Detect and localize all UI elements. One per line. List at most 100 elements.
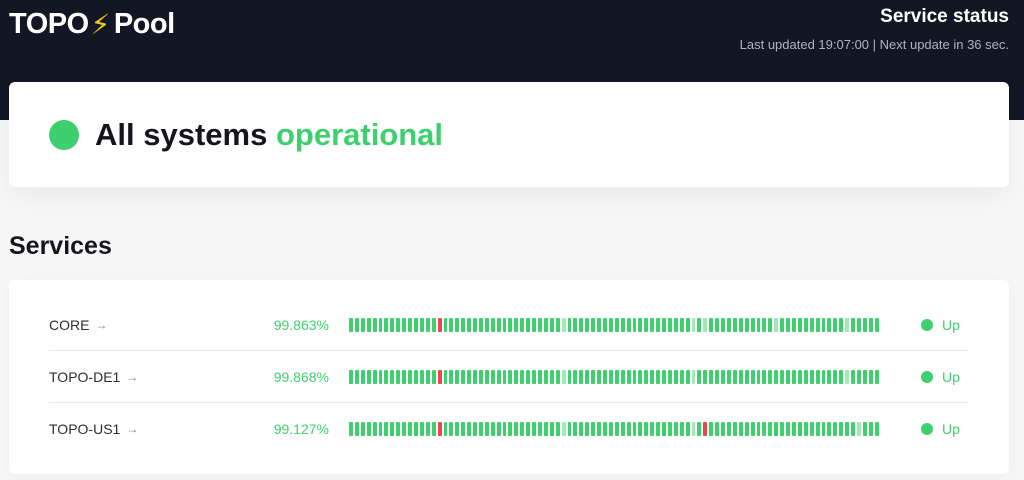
uptime-bar[interactable] (709, 422, 714, 436)
uptime-bar[interactable] (360, 422, 365, 436)
uptime-bar[interactable] (750, 369, 755, 384)
uptime-bar[interactable] (484, 317, 489, 332)
uptime-bar[interactable] (797, 422, 802, 436)
uptime-bar[interactable] (727, 317, 731, 332)
uptime-bar[interactable] (408, 369, 412, 384)
uptime-bar[interactable] (673, 317, 678, 332)
uptime-bar[interactable] (756, 422, 761, 436)
uptime-bar[interactable] (727, 369, 731, 384)
uptime-bar[interactable] (738, 317, 743, 332)
uptime-bar[interactable] (561, 369, 566, 384)
uptime-bar[interactable] (508, 317, 513, 332)
uptime-bar[interactable] (662, 317, 666, 332)
uptime-bar[interactable] (538, 317, 542, 332)
uptime-bar[interactable] (608, 369, 613, 384)
service-link[interactable]: CORE → (49, 317, 249, 333)
uptime-bar[interactable] (821, 369, 826, 384)
uptime-bar[interactable] (360, 369, 365, 384)
uptime-bar[interactable] (868, 317, 873, 332)
uptime-bar[interactable] (673, 369, 678, 384)
uptime-bar[interactable] (360, 317, 365, 332)
uptime-bar[interactable] (585, 369, 590, 384)
uptime-bar[interactable] (874, 317, 879, 332)
uptime-bar[interactable] (774, 369, 779, 384)
uptime-bar[interactable] (431, 369, 436, 384)
uptime-bar[interactable] (839, 422, 844, 436)
uptime-bar[interactable] (667, 422, 672, 436)
uptime-bar[interactable] (632, 317, 637, 332)
uptime-bar[interactable] (396, 422, 401, 436)
uptime-bar[interactable] (549, 369, 554, 384)
uptime-bar[interactable] (413, 422, 418, 436)
uptime-bar[interactable] (851, 369, 855, 384)
uptime-bar[interactable] (803, 369, 808, 384)
uptime-bar[interactable] (679, 369, 684, 384)
uptime-bar[interactable] (608, 422, 613, 436)
uptime-bar[interactable] (484, 369, 489, 384)
uptime-bar[interactable] (827, 369, 832, 384)
uptime-bar[interactable] (378, 317, 383, 332)
uptime-bar[interactable] (821, 317, 826, 332)
uptime-bar[interactable] (738, 369, 743, 384)
uptime-bar[interactable] (437, 369, 442, 384)
uptime-bar[interactable] (744, 369, 749, 384)
uptime-bar[interactable] (786, 369, 790, 384)
uptime-bar[interactable] (597, 369, 601, 384)
uptime-bar[interactable] (378, 369, 383, 384)
uptime-bar[interactable] (591, 422, 596, 436)
uptime-bar[interactable] (437, 317, 442, 332)
uptime-bar[interactable] (827, 317, 832, 332)
uptime-bar[interactable] (419, 369, 424, 384)
uptime-bar[interactable] (408, 317, 412, 332)
uptime-bar[interactable] (815, 317, 820, 332)
uptime-bar[interactable] (768, 317, 773, 332)
uptime-bar[interactable] (443, 317, 448, 332)
uptime-bar[interactable] (862, 422, 867, 436)
uptime-bar[interactable] (780, 422, 785, 436)
uptime-bar[interactable] (662, 422, 666, 436)
service-link[interactable]: TOPO-DE1 → (49, 369, 249, 385)
uptime-bar[interactable] (839, 317, 844, 332)
service-link[interactable]: TOPO-US1 → (49, 421, 249, 437)
uptime-bar[interactable] (626, 422, 631, 436)
uptime-bar[interactable] (402, 422, 407, 436)
uptime-bar[interactable] (602, 369, 607, 384)
uptime-bar[interactable] (656, 317, 661, 332)
uptime-bar[interactable] (384, 317, 389, 332)
uptime-bar[interactable] (372, 317, 377, 332)
uptime-bar[interactable] (715, 422, 720, 436)
uptime-bar[interactable] (461, 317, 466, 332)
uptime-bar[interactable] (478, 317, 483, 332)
uptime-bar[interactable] (526, 317, 531, 332)
uptime-bar[interactable] (732, 317, 737, 332)
uptime-bar[interactable] (579, 422, 584, 436)
uptime-bar[interactable] (862, 369, 867, 384)
uptime-bar[interactable] (354, 422, 359, 436)
uptime-bar[interactable] (366, 369, 371, 384)
uptime-bar[interactable] (419, 317, 424, 332)
uptime-bar[interactable] (543, 369, 548, 384)
uptime-bar[interactable] (591, 369, 596, 384)
uptime-bar[interactable] (461, 369, 466, 384)
uptime-bar[interactable] (455, 422, 460, 436)
uptime-bar[interactable] (561, 317, 566, 332)
uptime-bar[interactable] (703, 422, 708, 436)
uptime-bar[interactable] (738, 422, 743, 436)
uptime-bar[interactable] (845, 369, 850, 384)
uptime-bar[interactable] (549, 422, 554, 436)
uptime-bar[interactable] (644, 369, 649, 384)
uptime-bar[interactable] (656, 369, 661, 384)
uptime-bar[interactable] (780, 317, 785, 332)
uptime-bar[interactable] (425, 369, 430, 384)
uptime-bar[interactable] (845, 317, 850, 332)
uptime-bar[interactable] (703, 369, 708, 384)
uptime-bar[interactable] (762, 422, 767, 436)
uptime-bar[interactable] (845, 422, 850, 436)
uptime-bar[interactable] (721, 369, 725, 384)
uptime-bar[interactable] (750, 422, 755, 436)
uptime-bar[interactable] (632, 369, 637, 384)
uptime-bar[interactable] (644, 317, 649, 332)
uptime-bar[interactable] (585, 422, 590, 436)
uptime-bar[interactable] (803, 422, 808, 436)
uptime-bar[interactable] (425, 422, 430, 436)
